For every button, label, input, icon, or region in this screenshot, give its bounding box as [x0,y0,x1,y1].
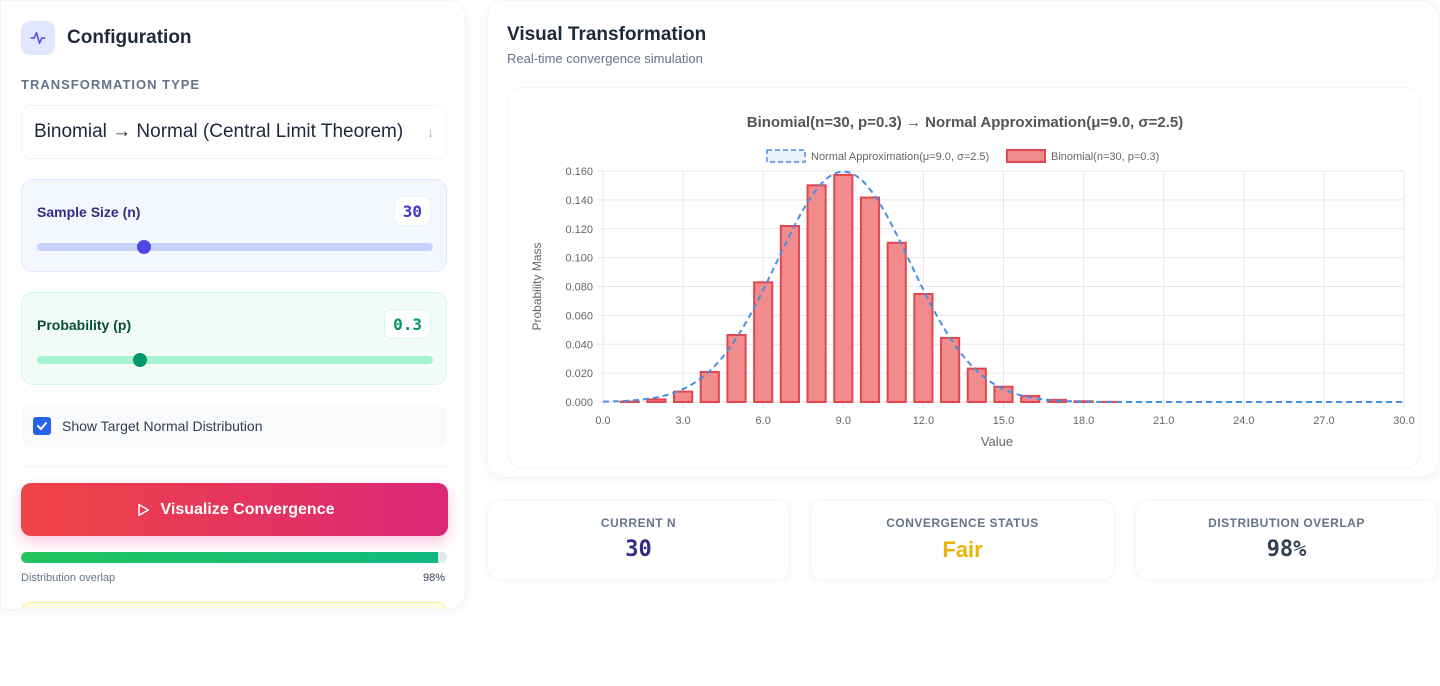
legend-label-normal: Normal Approximation(μ=9.0, σ=2.5) [811,151,989,163]
convergence-status-value: Fair [942,537,983,562]
info-card [21,602,447,609]
x-tick-label: 21.0 [1153,415,1174,427]
visualize-convergence-button[interactable]: Visualize Convergence [21,483,448,536]
arrow-down-icon: ↓ [427,124,434,140]
y-tick-label: 0.160 [565,166,593,178]
x-tick-label: 15.0 [993,415,1014,427]
current-n-value: 30 [625,537,652,562]
binomial-bar [779,225,800,403]
convergence-status-card: CONVERGENCE STATUS Fair [810,500,1115,580]
binomial-bar [726,334,747,403]
divider [21,466,447,467]
probability-slider-thumb[interactable] [132,353,147,367]
transformation-type-select[interactable]: Binomial → Normal (Central Limit Theorem… [21,105,447,159]
x-tick-label: 0.0 [595,415,610,427]
x-tick-label: 6.0 [756,415,771,427]
sample-size-card: Sample Size (n) 30 [21,179,447,272]
y-tick-label: 0.060 [565,310,593,322]
binomial-bar [1073,400,1094,404]
distribution-overlap-card: DISTRIBUTION OVERLAP 98% [1135,500,1438,580]
visualize-convergence-label: Visualize Convergence [160,500,335,518]
x-tick-label: 30.0 [1393,415,1414,427]
y-tick-label: 0.100 [565,253,593,265]
show-target-normal-row[interactable]: Show Target Normal Distribution [21,405,447,447]
configuration-title: Configuration [67,27,192,48]
checkmark-icon [37,422,47,430]
x-axis-label: Value [981,434,1013,449]
binomial-bar [806,184,827,403]
show-target-normal-checkbox[interactable] [33,417,51,435]
binomial-bar [646,398,667,403]
distribution-overlap-fill [21,552,439,563]
distribution-overlap-stat-label: DISTRIBUTION OVERLAP [1208,516,1365,530]
current-n-label: CURRENT N [600,516,677,530]
transformation-type-label: TRANSFORMATION TYPE [21,77,201,92]
binomial-bar [913,293,934,404]
sample-size-slider-thumb[interactable] [136,240,151,254]
configuration-panel: Configuration TRANSFORMATION TYPE Binomi… [0,0,466,610]
sample-size-label: Sample Size (n) [37,204,141,220]
binomial-bar [859,196,881,403]
play-icon [137,503,149,516]
legend-label-binomial: Binomial(n=30, p=0.3) [1051,151,1159,163]
binomial-bar [753,281,774,403]
binomial-bar [966,367,987,404]
y-tick-label: 0.000 [565,397,593,409]
probability-card: Probability (p) 0.3 [21,292,447,385]
legend-swatch-normal [766,149,806,163]
probability-label: Probability (p) [37,317,132,333]
chart-container: Binomial(n=30, p=0.3) → Normal Approxima… [508,87,1420,469]
distribution-overlap-label: Distribution overlap [21,572,116,584]
distribution-overlap-stat-value: 98% [1266,537,1307,562]
chart-title: Binomial(n=30, p=0.3) → Normal Approxima… [747,114,1184,131]
x-tick-label: 9.0 [836,415,851,427]
sample-size-slider[interactable] [37,240,433,254]
y-tick-label: 0.140 [565,195,593,207]
y-tick-label: 0.020 [565,368,593,380]
legend-swatch-binomial [1006,149,1046,163]
x-tick-label: 24.0 [1233,415,1254,427]
activity-icon [21,21,55,55]
y-tick-label: 0.080 [565,282,593,294]
convergence-status-label: CONVERGENCE STATUS [886,516,1039,530]
visual-transformation-panel: Visual Transformation Real-time converge… [487,0,1439,478]
x-tick-label: 12.0 [913,415,934,427]
x-tick-label: 18.0 [1073,415,1094,427]
distribution-overlap-bar [21,552,447,563]
binomial-bar [833,173,854,403]
distribution-overlap-value: 98% [422,572,445,584]
probability-slider[interactable] [37,353,433,367]
sample-size-value: 30 [393,196,431,226]
binomial-bar [673,390,694,404]
x-tick-label: 27.0 [1313,415,1334,427]
visual-transformation-subtitle: Real-time convergence simulation [507,51,703,66]
show-target-normal-label: Show Target Normal Distribution [62,418,263,434]
y-tick-label: 0.120 [565,224,593,236]
current-n-card: CURRENT N 30 [487,500,790,580]
normal-approximation-line [602,170,1404,403]
configuration-header: Configuration [21,21,192,55]
probability-value: 0.3 [384,309,431,339]
y-tick-label: 0.040 [565,339,593,351]
binomial-bar [886,241,907,403]
x-tick-label: 3.0 [675,415,690,427]
y-axis-label: Probability Mass [530,242,544,330]
transformation-type-value: Binomial → Normal (Central Limit Theorem… [34,121,404,142]
visual-transformation-title: Visual Transformation [507,24,707,45]
distribution-chart: Binomial(n=30, p=0.3) → Normal Approxima… [530,114,1415,449]
